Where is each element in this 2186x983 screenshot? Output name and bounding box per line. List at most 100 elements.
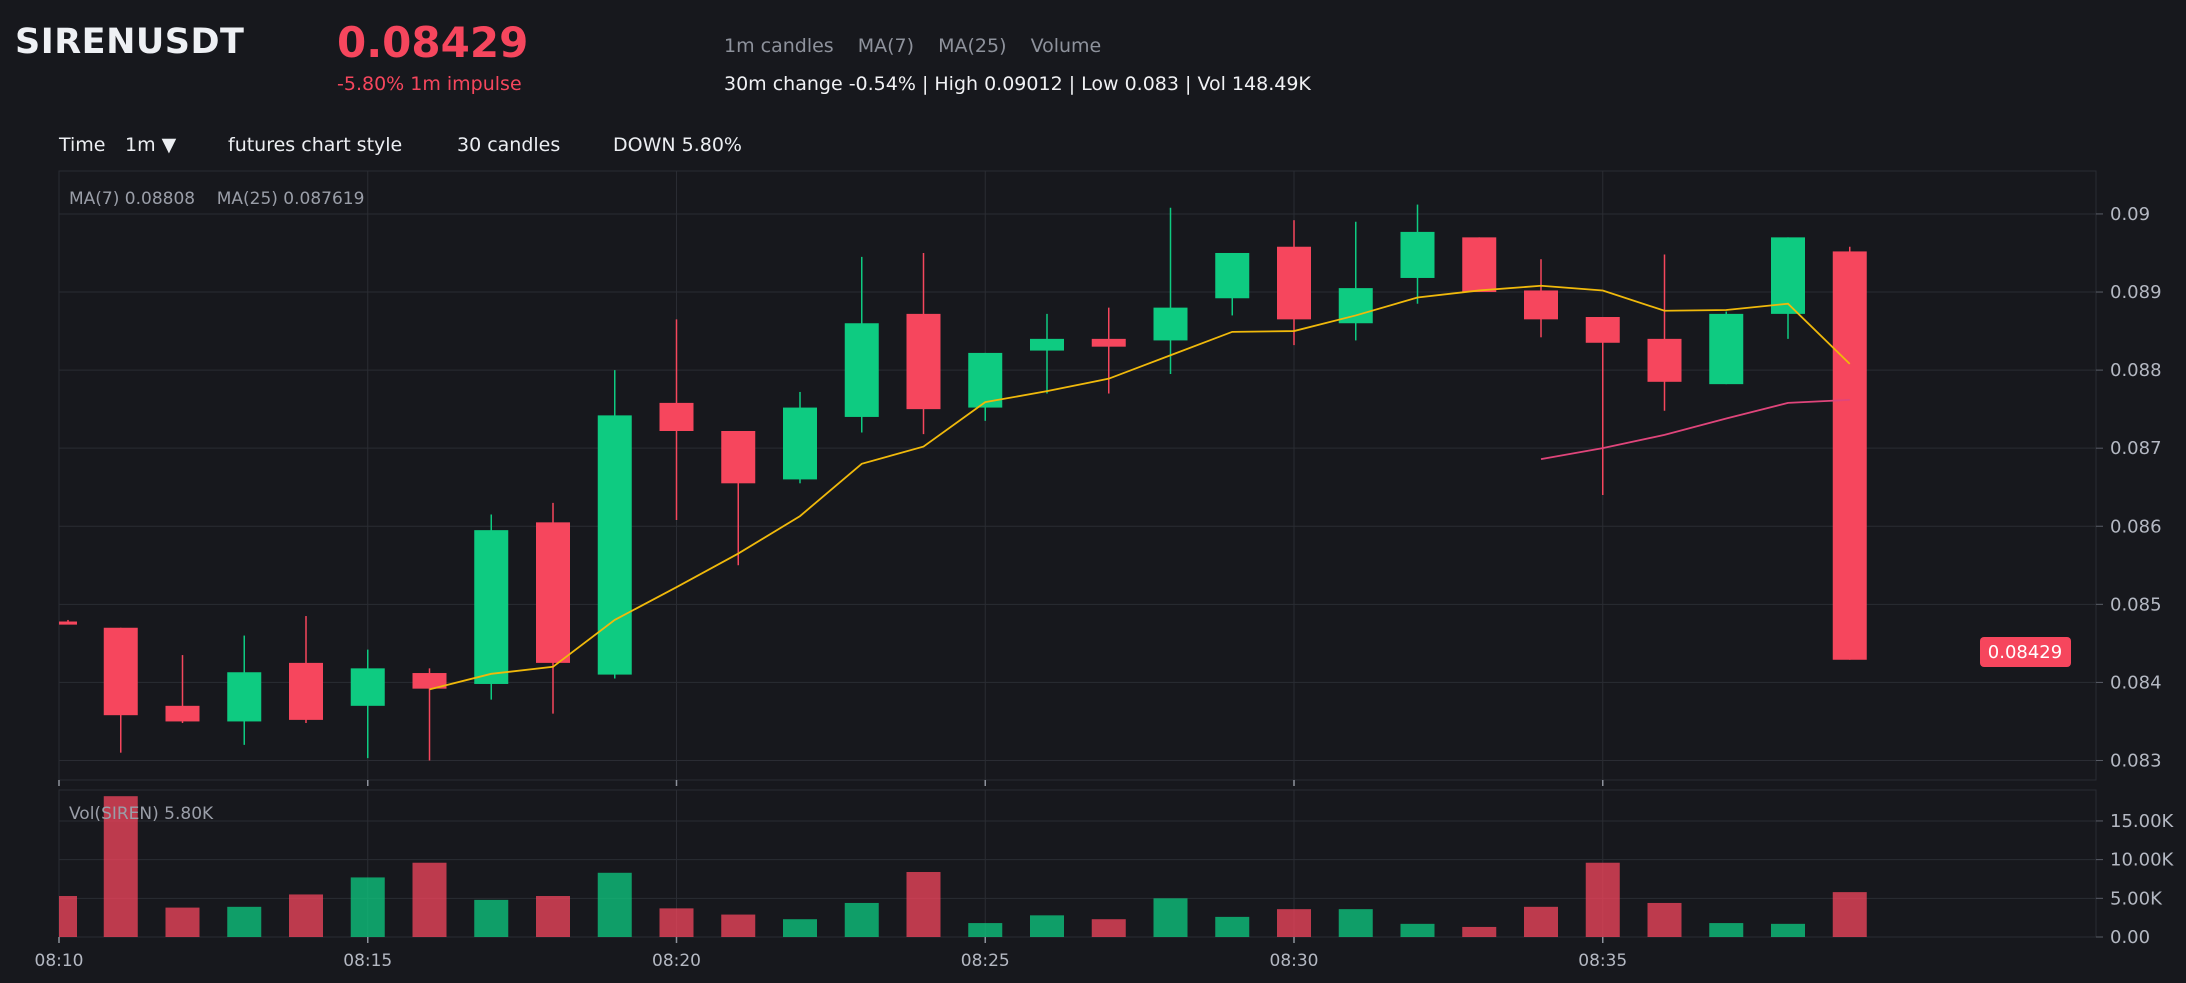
volume-bar[interactable] xyxy=(536,895,570,937)
price-tick-label: 0.089 xyxy=(2110,282,2162,303)
volume-bar[interactable] xyxy=(1400,923,1435,937)
candle[interactable] xyxy=(103,627,138,753)
volume-tick-label: 15.00K xyxy=(2110,811,2175,832)
candle[interactable] xyxy=(1832,246,1867,660)
volume-bar[interactable] xyxy=(412,862,447,937)
candle-body xyxy=(906,313,941,410)
volume-bar[interactable] xyxy=(659,908,694,937)
volume-bar[interactable] xyxy=(1832,892,1867,937)
candle[interactable] xyxy=(474,514,509,700)
volume-tick-label: 10.00K xyxy=(2110,850,2175,871)
volume-bar[interactable] xyxy=(289,894,323,937)
chart-style-button[interactable]: futures chart style xyxy=(228,134,403,156)
volume-bar[interactable] xyxy=(1585,862,1620,937)
volume-bar[interactable] xyxy=(59,895,77,937)
impulse-change: -5.80% 1m impulse xyxy=(337,73,522,95)
candle[interactable] xyxy=(906,252,941,435)
volume-bar[interactable] xyxy=(1277,909,1311,937)
time-tick-label: 08:10 xyxy=(35,951,84,971)
candle[interactable] xyxy=(1338,221,1373,341)
volume-bar[interactable] xyxy=(1215,916,1250,937)
volume-bar[interactable] xyxy=(968,923,1003,937)
candle-body xyxy=(165,705,200,722)
volume-bars xyxy=(59,796,1867,937)
svg-text:0.08429: 0.08429 xyxy=(1988,642,2062,663)
candle[interactable] xyxy=(1524,259,1558,338)
candle[interactable] xyxy=(1709,311,1744,385)
candle-body xyxy=(227,672,262,722)
volume-bar[interactable] xyxy=(1338,909,1373,937)
candle[interactable] xyxy=(1647,254,1682,411)
candle[interactable] xyxy=(1462,237,1497,293)
tag-ma25[interactable]: MA(25) xyxy=(938,35,1007,57)
direction-badge: DOWN 5.80% xyxy=(613,134,742,156)
candle[interactable] xyxy=(59,619,77,625)
volume-bar[interactable] xyxy=(103,796,138,937)
candle[interactable] xyxy=(350,649,385,759)
candle[interactable] xyxy=(783,391,817,484)
last-price-marker: 0.08429 xyxy=(1980,637,2071,667)
time-tick-label: 08:35 xyxy=(1578,951,1627,971)
candle[interactable] xyxy=(1277,220,1311,346)
volume-bar[interactable] xyxy=(1153,898,1188,937)
candle-count: 30 candles xyxy=(457,134,561,156)
price-tick-label: 0.09 xyxy=(2110,204,2150,225)
candle[interactable] xyxy=(227,635,262,745)
tag-candles[interactable]: 1m candles xyxy=(724,35,834,57)
tag-volume[interactable]: Volume xyxy=(1030,35,1102,57)
tag-ma7[interactable]: MA(7) xyxy=(857,35,915,57)
candle[interactable] xyxy=(968,352,1003,421)
time-tick-label: 08:15 xyxy=(343,951,392,971)
candle[interactable] xyxy=(721,430,756,566)
volume-bar[interactable] xyxy=(474,899,509,937)
volume-bar[interactable] xyxy=(906,872,941,937)
candles xyxy=(59,204,1867,761)
volume-pane-border xyxy=(58,789,2097,938)
candle[interactable] xyxy=(659,319,694,521)
candle[interactable] xyxy=(1400,204,1435,304)
candle[interactable] xyxy=(1153,207,1188,374)
candle-body xyxy=(1030,338,1064,351)
candle[interactable] xyxy=(844,256,879,433)
volume-bar[interactable] xyxy=(721,914,756,937)
candle-body xyxy=(474,530,509,684)
candle[interactable] xyxy=(597,370,632,679)
volume-bar[interactable] xyxy=(350,877,385,937)
price-legend: MA(7) 0.08808 MA(25) 0.087619 xyxy=(69,189,364,209)
candle-body xyxy=(1647,338,1682,382)
volume-bar[interactable] xyxy=(1771,923,1805,937)
candle[interactable] xyxy=(1030,313,1064,394)
volume-bar[interactable] xyxy=(1524,906,1558,937)
last-price: 0.08429 xyxy=(337,18,529,67)
candle[interactable] xyxy=(412,668,447,761)
candle[interactable] xyxy=(1585,317,1620,496)
candle[interactable] xyxy=(536,502,570,714)
volume-bar[interactable] xyxy=(1709,923,1744,937)
candle-body xyxy=(1832,251,1867,660)
volume-bar[interactable] xyxy=(597,872,632,937)
volume-tick-label: 0.00 xyxy=(2110,927,2150,948)
candle-body xyxy=(1709,313,1744,385)
volume-bar[interactable] xyxy=(165,907,200,937)
candle-body xyxy=(1153,307,1188,341)
candle[interactable] xyxy=(1215,252,1250,316)
candle[interactable] xyxy=(165,655,200,724)
moving-averages xyxy=(429,284,1851,691)
candle-body xyxy=(1585,317,1620,343)
candle-body xyxy=(597,415,632,675)
volume-bar[interactable] xyxy=(1091,919,1126,937)
volume-bar[interactable] xyxy=(1647,902,1682,937)
volume-tick-label: 5.00K xyxy=(2110,888,2163,909)
volume-bar[interactable] xyxy=(844,902,879,937)
volume-bar[interactable] xyxy=(227,906,262,937)
interval-dropdown[interactable]: 1m ▼ xyxy=(125,134,177,156)
candle[interactable] xyxy=(289,616,323,724)
candle-body xyxy=(844,323,879,417)
volume-bar[interactable] xyxy=(1030,915,1064,937)
volume-bar[interactable] xyxy=(1462,926,1497,937)
volume-bar[interactable] xyxy=(783,919,817,937)
time-label: Time xyxy=(59,134,106,156)
axes: 0.09 0.089 0.088 0.087 0.086 0.085 0.084 0.083 1… xyxy=(35,204,2175,971)
candle[interactable] xyxy=(1771,237,1805,339)
